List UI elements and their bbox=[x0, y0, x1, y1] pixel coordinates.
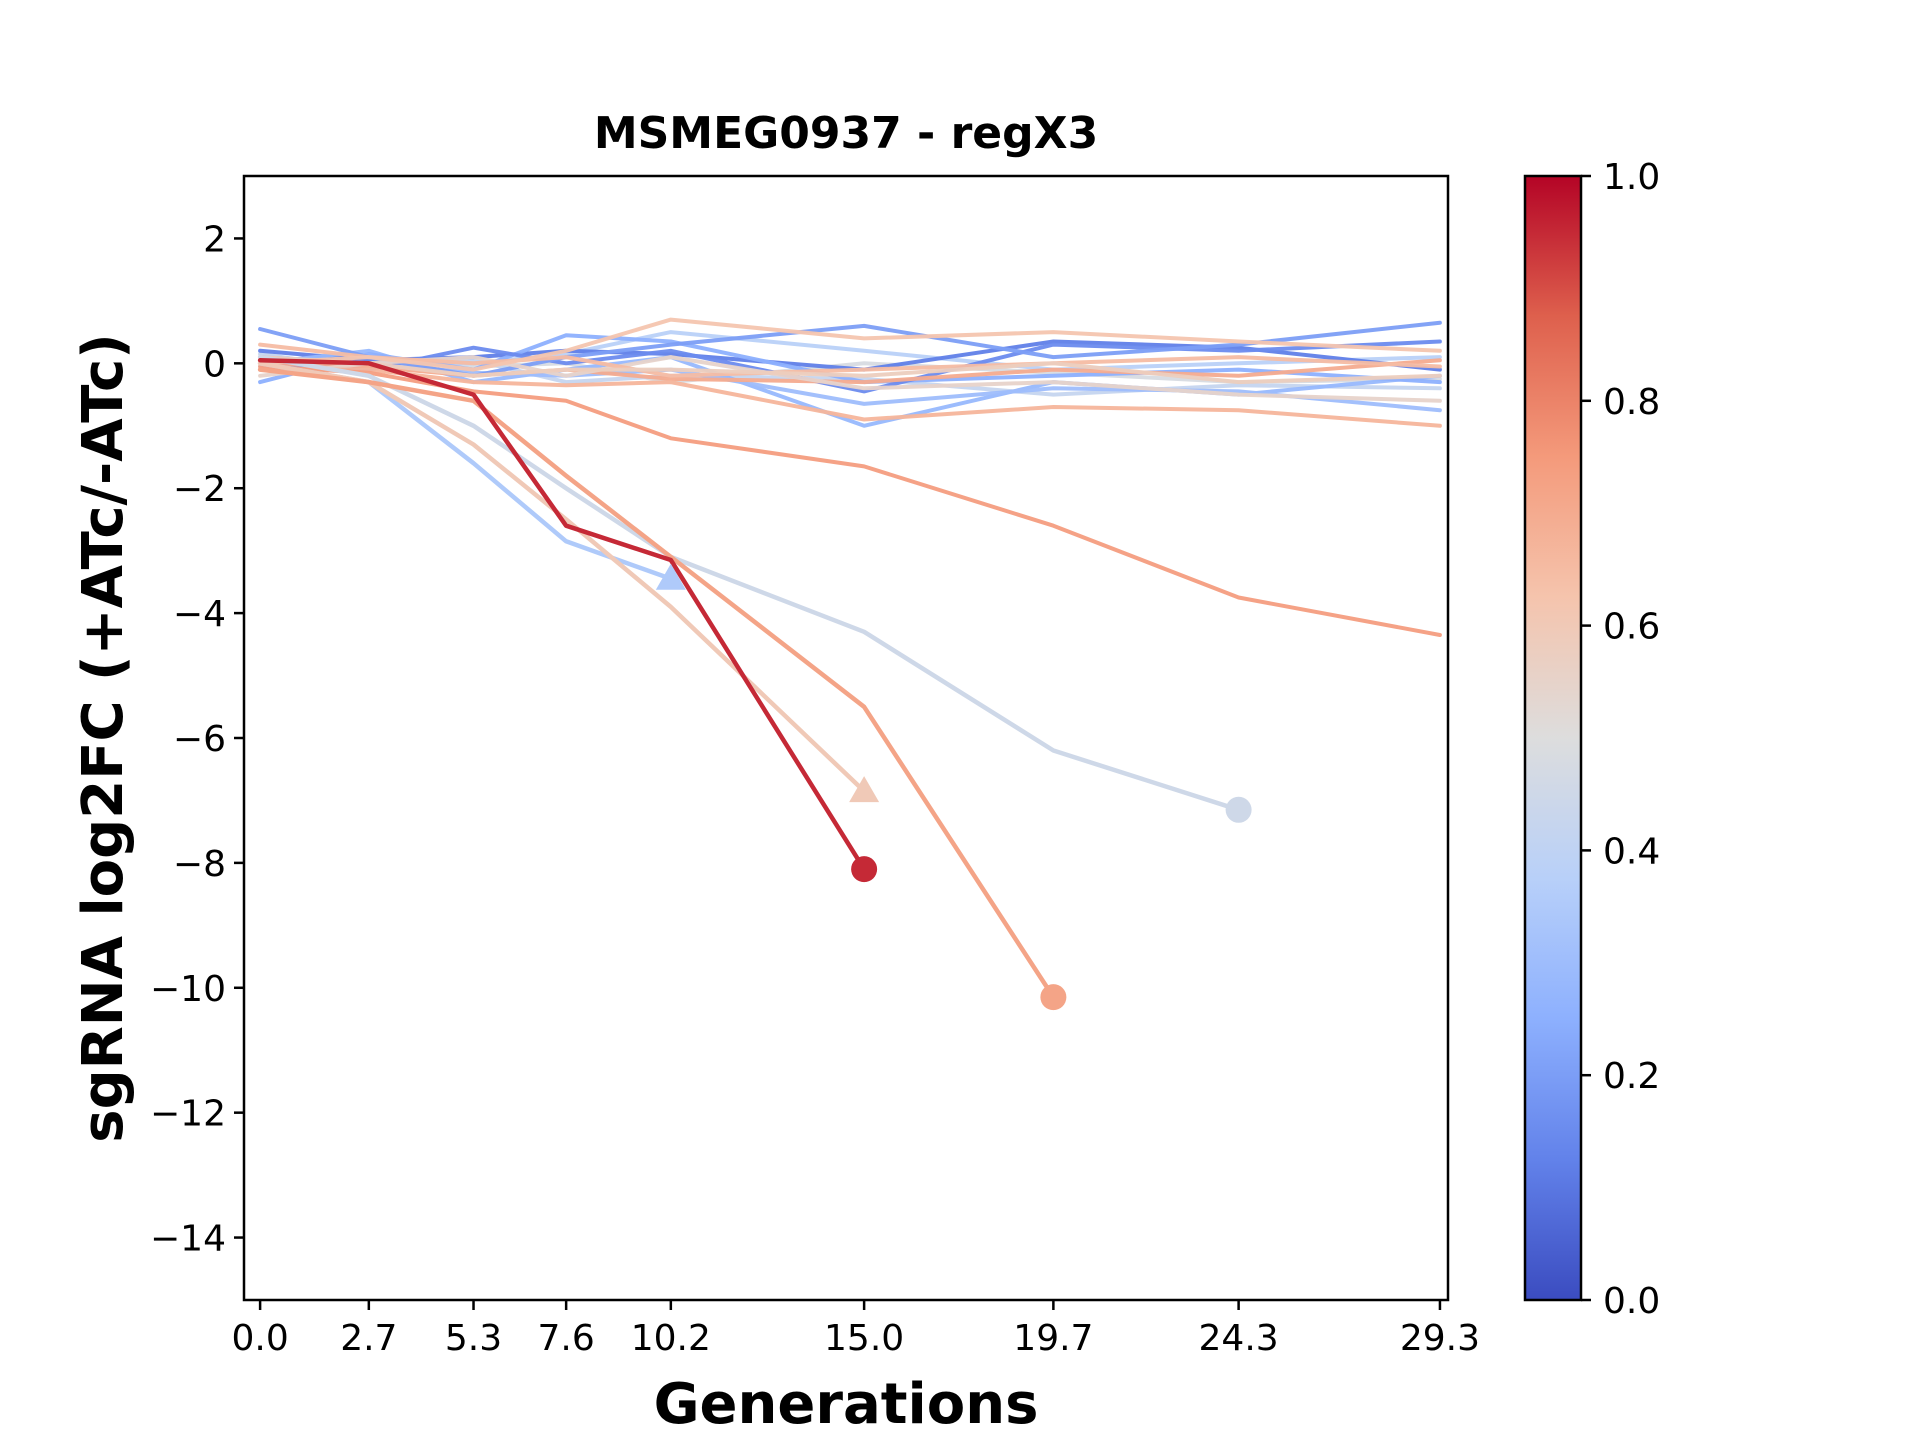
series-end-marker-1 bbox=[851, 856, 878, 883]
y-tick-label: 2 bbox=[203, 219, 226, 260]
series-line-12 bbox=[258, 358, 1442, 385]
y-tick-label: −12 bbox=[150, 1094, 226, 1135]
y-tick-label: 0 bbox=[203, 344, 226, 385]
x-axis-ticks: 0.0 2.7 5.3 7.6 10.2 15.0 19.7 24.3 29.3 bbox=[231, 1300, 1480, 1359]
series-end-marker-4 bbox=[849, 776, 880, 803]
series-line-3 bbox=[257, 354, 1241, 813]
series-layer bbox=[257, 317, 1442, 1000]
x-tick-label: 29.3 bbox=[1400, 1318, 1480, 1359]
series-line-9 bbox=[258, 355, 1442, 385]
colorbar-tick-label: 0.6 bbox=[1603, 607, 1660, 648]
colorbar-tick-label: 0.0 bbox=[1603, 1281, 1660, 1322]
series-line-8 bbox=[258, 317, 1442, 372]
x-tick-label: 0.0 bbox=[231, 1318, 288, 1359]
colorbar-ticks: 0.0 0.2 0.4 0.6 0.8 1.0 bbox=[1581, 157, 1660, 1322]
x-tick-label: 2.7 bbox=[340, 1318, 397, 1359]
colorbar-tick-label: 0.8 bbox=[1603, 382, 1660, 423]
colorbar-tick-label: 0.2 bbox=[1603, 1056, 1660, 1097]
y-tick-label: −6 bbox=[173, 719, 226, 760]
series-end-marker-2 bbox=[1040, 984, 1067, 1011]
y-tick-label: −14 bbox=[150, 1219, 226, 1260]
series-end-marker-5 bbox=[655, 563, 686, 590]
colorbar-frame bbox=[1523, 174, 1583, 1302]
series-line-10 bbox=[258, 342, 1442, 378]
y-tick-label: −10 bbox=[150, 969, 226, 1010]
x-tick-label: 24.3 bbox=[1199, 1318, 1279, 1359]
series-line-5 bbox=[257, 361, 674, 582]
colorbar-gradient bbox=[1525, 176, 1581, 1300]
x-tick-label: 5.3 bbox=[445, 1318, 502, 1359]
series-line-6 bbox=[258, 364, 1442, 637]
x-tick-label: 15.0 bbox=[824, 1318, 904, 1359]
chart-title: MSMEG0937 - regX3 bbox=[594, 108, 1098, 159]
x-tick-label: 7.6 bbox=[538, 1318, 595, 1359]
y-tick-label: −8 bbox=[173, 844, 226, 885]
y-axis-ticks: 2 0 −2 −4 −6 −8 −10 −12 −14 bbox=[150, 219, 244, 1260]
y-tick-label: −2 bbox=[173, 469, 226, 510]
series-line-1 bbox=[257, 357, 867, 872]
colorbar-tick-label: 0.4 bbox=[1603, 831, 1660, 872]
x-tick-label: 10.2 bbox=[631, 1318, 711, 1359]
series-line-2 bbox=[257, 367, 1056, 1000]
y-tick-label: −4 bbox=[173, 594, 226, 635]
marker-layer bbox=[655, 563, 1252, 1011]
colorbar-tick-label: 1.0 bbox=[1603, 157, 1660, 198]
series-line-13 bbox=[258, 320, 1442, 378]
y-axis-label: sgRNA log2FC (+ATc/-ATc) bbox=[71, 333, 136, 1143]
x-axis-label: Generations bbox=[654, 1372, 1039, 1437]
x-tick-label: 19.7 bbox=[1013, 1318, 1093, 1359]
series-end-marker-3 bbox=[1225, 796, 1252, 823]
